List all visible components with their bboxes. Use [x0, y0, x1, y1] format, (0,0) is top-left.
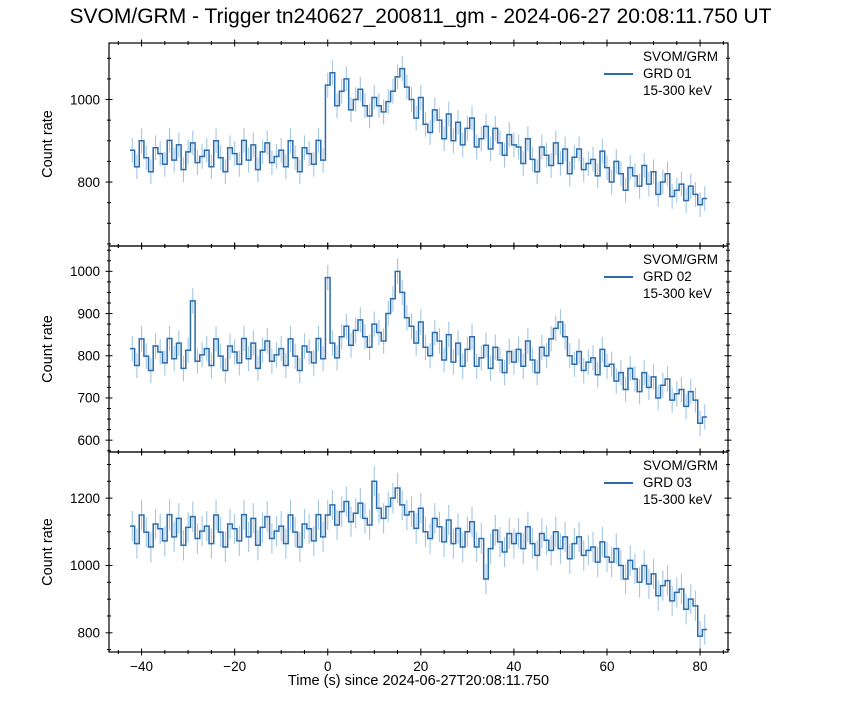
- x-tick-label: 80: [693, 659, 708, 674]
- step-lightcurve: [129, 67, 708, 206]
- legend-text: SVOM/GRM GRD 03 15-300 keV: [643, 457, 718, 508]
- step-lightcurve: [129, 270, 708, 425]
- legend-energy-range: 15-300 keV: [642, 83, 713, 98]
- y-tick-label: 1000: [70, 558, 100, 573]
- y-tick-labels: 600 700 800 900 1000: [70, 264, 100, 448]
- y-tick-label: 700: [77, 391, 100, 406]
- legend-text: SVOM/GRM GRD 01 15-300 keV: [643, 48, 718, 99]
- y-tick-label: 800: [77, 175, 100, 190]
- plot-area-grd-03: 800 1000 1200 −40 −20 0 20 40 60 80: [70, 448, 732, 674]
- legend-detector: GRD 02: [642, 269, 692, 284]
- axes-frame: [108, 451, 729, 653]
- y-tick-labels: 800 1000 1200: [70, 491, 100, 641]
- legend-detector: GRD 03: [642, 475, 692, 490]
- y-tick-label: 900: [77, 306, 100, 321]
- x-tick-label: −20: [223, 659, 246, 674]
- y-tick-label: 1200: [70, 491, 100, 506]
- x-tick-label: 40: [506, 659, 521, 674]
- legend-grd-03: SVOM/GRM GRD 03 15-300 keV: [603, 457, 718, 508]
- panel-grd-01: SVOM/GRM GRD 01 15-300 keV 800 1000: [70, 39, 732, 250]
- legend-line-sample-icon: [603, 73, 633, 75]
- legend-line-sample-icon: [603, 482, 633, 484]
- y-tick-label: 800: [77, 348, 100, 363]
- y-tick-label: 600: [77, 433, 100, 448]
- legend-energy-range: 15-300 keV: [642, 286, 713, 301]
- legend-mission: SVOM/GRM: [642, 458, 718, 473]
- axis-ticks: [105, 448, 732, 656]
- x-tick-labels: −40 −20 0 20 40 60 80: [130, 659, 707, 674]
- y-tick-label: 1000: [70, 92, 100, 107]
- panel-grd-03: SVOM/GRM GRD 03 15-300 keV 800 1000 1200 −4…: [70, 448, 732, 674]
- x-tick-label: 0: [324, 659, 332, 674]
- panel-grd-02: SVOM/GRM GRD 02 15-300 keV 600 700 800 900 1…: [70, 242, 732, 456]
- legend-line-sample-icon: [603, 276, 633, 278]
- y-axis-label-panel3: Count rate: [40, 518, 56, 586]
- legend-grd-01: SVOM/GRM GRD 01 15-300 keV: [603, 48, 718, 99]
- y-tick-label: 800: [77, 626, 100, 641]
- legend-mission: SVOM/GRM: [642, 49, 718, 64]
- step-lightcurve: [129, 480, 708, 637]
- legend-grd-02: SVOM/GRM GRD 02 15-300 keV: [603, 251, 718, 302]
- legend-mission: SVOM/GRM: [642, 252, 718, 267]
- figure-title: SVOM/GRM - Trigger tn240627_200811_gm - …: [69, 5, 772, 28]
- y-tick-label: 1000: [70, 264, 100, 279]
- y-axis-label-panel2: Count rate: [40, 315, 56, 383]
- y-tick-labels: 800 1000: [70, 92, 100, 190]
- legend-detector: GRD 01: [642, 66, 692, 81]
- legend-energy-range: 15-300 keV: [642, 492, 713, 507]
- x-axis-label: Time (s) since 2024-06-27T20:08:11.750: [287, 673, 550, 689]
- legend-text: SVOM/GRM GRD 02 15-300 keV: [643, 251, 718, 302]
- x-tick-label: 60: [599, 659, 614, 674]
- plot-area-grd-02: 600 700 800 900 1000: [70, 242, 732, 456]
- x-tick-label: 20: [413, 659, 428, 674]
- y-axis-label-panel1: Count rate: [40, 110, 56, 178]
- x-tick-label: −40: [130, 659, 153, 674]
